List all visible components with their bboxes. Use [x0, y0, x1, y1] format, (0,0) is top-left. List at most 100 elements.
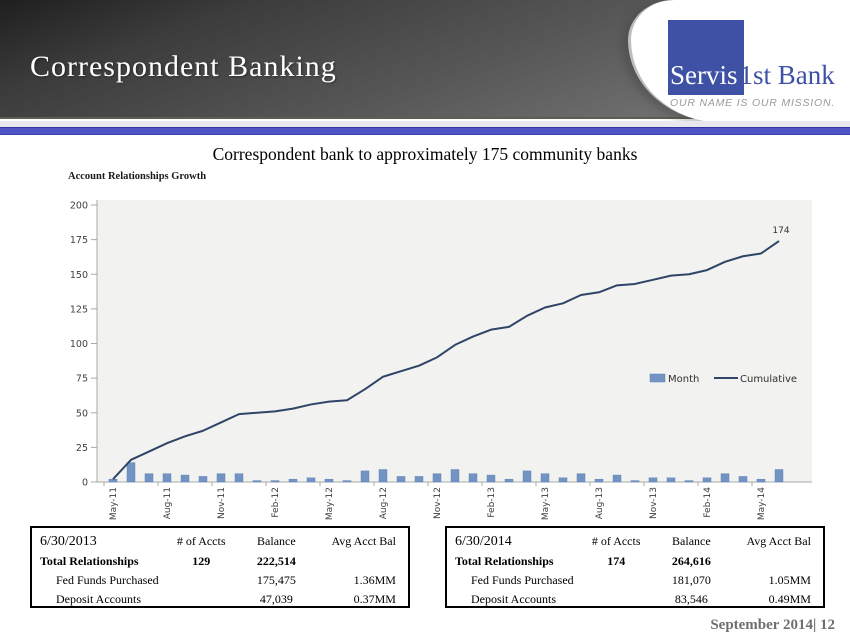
month-bar: [630, 480, 640, 483]
col-header-balance: Balance: [672, 534, 711, 548]
row-label: Total Relationships: [455, 554, 554, 568]
month-bar: [468, 473, 478, 483]
row-avg: 0.37MM: [353, 592, 396, 606]
month-bar: [270, 480, 280, 483]
slide-footer-page-number: September 2014| 12: [710, 617, 835, 633]
month-bar: [558, 477, 568, 483]
row-label: Fed Funds Purchased: [56, 573, 159, 587]
row-balance: 222,514: [256, 554, 296, 568]
x-tick-label: Aug-11: [163, 487, 173, 519]
x-tick-label: Feb-12: [271, 487, 281, 518]
col-header-avg: Avg Acct Bal: [746, 534, 811, 548]
month-bar: [666, 477, 676, 483]
y-tick-label: 100: [70, 339, 88, 350]
month-bar: [504, 478, 514, 483]
chart-canvas: 0 25 50 75 100 125 150 175 200 May-11 Aug-11 Nov-11…: [70, 200, 812, 520]
y-tick-label: 200: [70, 201, 88, 212]
month-bar: [180, 474, 190, 483]
month-bar: [594, 478, 604, 483]
chart-title: Account Relationships Growth: [68, 171, 207, 182]
logo-text-bank: 1st Bank: [739, 60, 835, 90]
row-avg: 0.49MM: [768, 592, 811, 606]
row-balance: 83,546: [674, 592, 708, 606]
row-label: Total Relationships: [40, 554, 139, 568]
x-tick-label: May-12: [325, 487, 335, 520]
month-bar: [306, 477, 316, 483]
month-bar: [540, 473, 550, 483]
month-bar: [720, 473, 730, 483]
month-bar: [234, 473, 244, 483]
x-tick-label: Feb-14: [703, 487, 713, 518]
logo-square-icon: [668, 20, 744, 95]
table-row: Fed Funds Purchased 181,070 1.05MM: [447, 571, 823, 590]
x-tick-label: May-13: [541, 487, 551, 520]
x-tick-label: Aug-12: [379, 487, 389, 519]
table-date: 6/30/2013: [40, 533, 97, 549]
month-bar: [684, 480, 694, 483]
summary-table-2013: 6/30/2013 # of Accts Balance Avg Acct Ba…: [30, 526, 410, 608]
month-bar: [414, 476, 424, 483]
month-bar: [324, 478, 334, 483]
month-bar: [522, 470, 532, 483]
row-accts: 174: [607, 554, 626, 568]
row-avg: 1.05MM: [768, 573, 811, 587]
table-row: Deposit Accounts 47,039 0.37MM: [32, 590, 408, 609]
logo-text-servis: Servis: [670, 60, 738, 90]
month-bar: [396, 476, 406, 483]
line-end-value-label: 174: [772, 226, 789, 236]
divider-light-strip: [0, 121, 850, 127]
page-title: Correspondent Banking: [30, 50, 337, 83]
y-tick-label: 150: [70, 270, 88, 281]
x-tick-label: Aug-13: [595, 487, 605, 519]
col-header-accts: # of Accts: [176, 534, 226, 548]
month-bar: [486, 474, 496, 483]
y-tick-label: 25: [76, 443, 88, 454]
y-tick-label: 0: [82, 478, 88, 489]
month-bar: [216, 473, 226, 483]
month-bar: [576, 473, 586, 483]
row-avg: 1.36MM: [353, 573, 396, 587]
month-bar: [774, 469, 784, 483]
legend-bar-swatch-icon: [649, 373, 666, 383]
slide-subtitle: Correspondent bank to approximately 175 …: [212, 144, 638, 164]
x-tick-label: Feb-13: [487, 487, 497, 518]
month-bar: [360, 470, 370, 483]
table-row: Deposit Accounts 83,546 0.49MM: [447, 590, 823, 609]
row-accts: 129: [192, 554, 211, 568]
month-bar: [342, 480, 352, 483]
row-label: Deposit Accounts: [56, 592, 141, 606]
row-label: Fed Funds Purchased: [471, 573, 574, 587]
month-bar: [432, 473, 442, 483]
table-row: Total Relationships 174 264,616: [447, 552, 823, 571]
account-relationships-chart: 0 25 50 75 100 125 150 175 200 May-11 Aug-11 Nov-11…: [30, 190, 820, 522]
summary-table-2014: 6/30/2014 # of Accts Balance Avg Acct Ba…: [445, 526, 825, 608]
y-tick-label: 50: [76, 408, 88, 419]
x-tick-label: Nov-12: [433, 487, 443, 519]
table-row: Fed Funds Purchased 175,475 1.36MM: [32, 571, 408, 590]
month-bar: [612, 474, 622, 483]
legend-label-month: Month: [668, 374, 699, 385]
table-date: 6/30/2014: [455, 533, 512, 549]
row-balance: 175,475: [256, 573, 296, 587]
month-bar: [198, 476, 208, 483]
row-balance: 181,070: [671, 573, 711, 587]
x-tick-label: Nov-11: [217, 487, 227, 519]
divider-blue-bar: [0, 127, 850, 135]
y-tick-label: 175: [70, 235, 88, 246]
month-bar: [288, 478, 298, 483]
month-bar: [126, 462, 136, 483]
x-tick-label: May-11: [109, 487, 119, 520]
x-tick-label: May-14: [757, 487, 767, 520]
month-bar: [702, 477, 712, 483]
month-bar: [108, 478, 118, 483]
row-balance: 47,039: [259, 592, 293, 606]
row-label: Deposit Accounts: [471, 592, 556, 606]
plot-area: [97, 200, 812, 482]
y-tick-label: 125: [70, 304, 88, 315]
month-bar: [162, 473, 172, 483]
x-tick-label: Nov-13: [649, 487, 659, 519]
bank-logo: Servis1st Bank OUR NAME IS OUR MISSION.: [628, 0, 850, 123]
month-bar: [450, 469, 460, 483]
table-row: Total Relationships 129 222,514: [32, 552, 408, 571]
